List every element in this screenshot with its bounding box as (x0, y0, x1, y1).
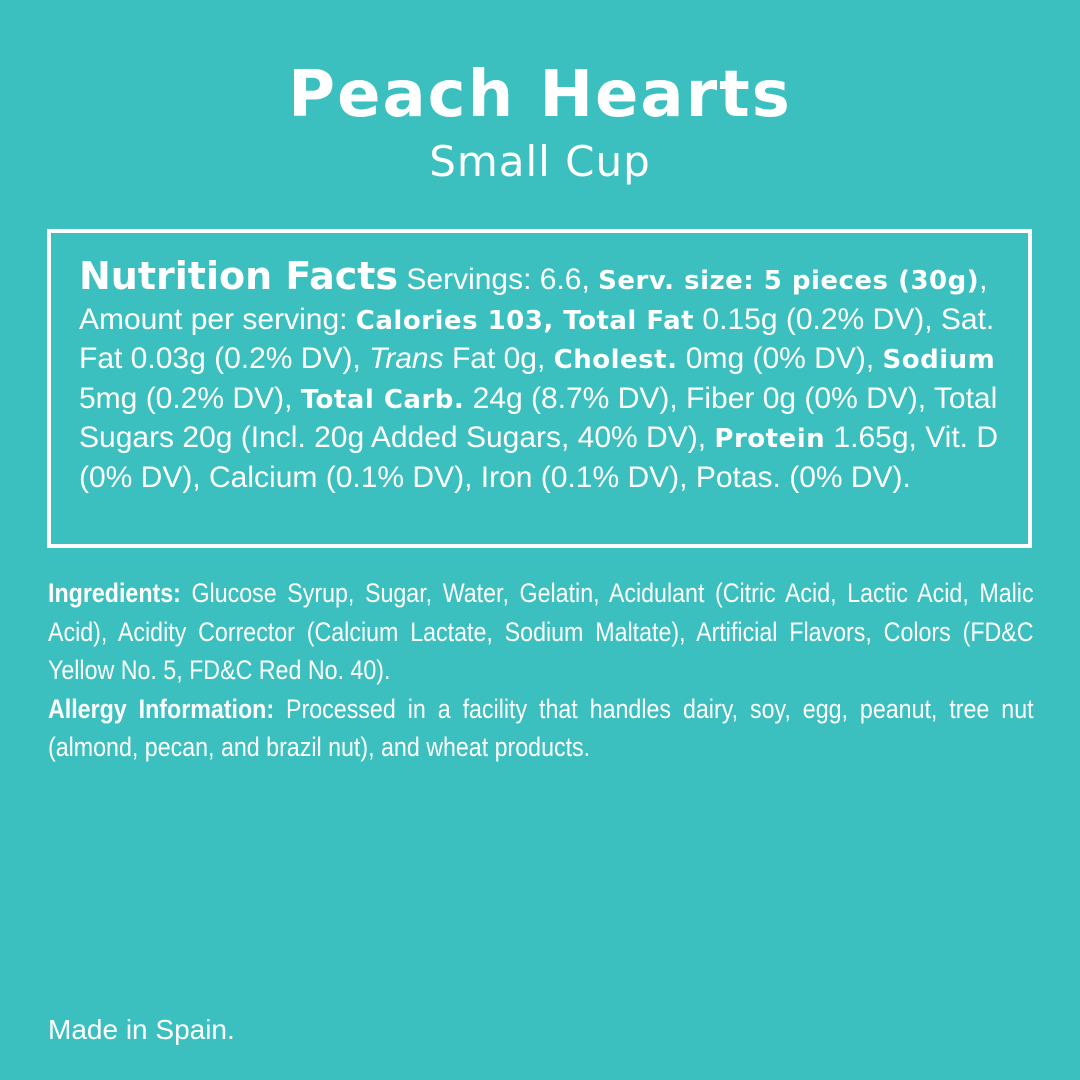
serving-size-label: Serv. size: 5 pieces (30g) (598, 266, 980, 296)
protein-label: Protein (714, 424, 826, 454)
amount-per-serving-text: , Amount per serving: (79, 263, 988, 336)
ingredients-label: Ingredients: (48, 578, 181, 608)
servings-text: Servings: 6.6, (398, 263, 599, 296)
allergy-label: Allergy Information: (48, 693, 275, 724)
product-size: Small Cup (429, 137, 651, 186)
allergy-text: Processed in a facility that handles dai… (48, 693, 1034, 763)
nutrition-facts-text: Nutrition Facts Servings: 6.6, Serv. siz… (79, 257, 1019, 497)
total-carb-label: Total Carb. (300, 384, 465, 415)
protein-value: 1.65g, Vit. D (0% DV), Calcium (0.1% DV)… (79, 421, 999, 494)
calories-label: Calories 103, Total Fat (355, 305, 695, 336)
sodium-value: 5mg (0.2% DV), (79, 381, 301, 415)
nutrition-facts-heading: Nutrition Facts (79, 254, 399, 298)
product-title: Peach Hearts (288, 58, 792, 132)
total-fat-value: 0.15g (0.2% DV), Sat. Fat 0.03g (0.2% DV… (79, 302, 995, 376)
country-of-origin: Made in Spain. (48, 1014, 235, 1045)
trans-fat-value: Fat 0g, (443, 342, 554, 375)
trans-label: Trans (369, 342, 444, 375)
ingredients-section: Ingredients: Glucose Syrup, Sugar, Water… (48, 574, 1034, 767)
total-carb-value: 24g (8.7% DV), Fiber 0g (0% DV), Total S… (79, 381, 998, 455)
cholesterol-label: Cholest. (553, 345, 678, 375)
ingredients-text: Glucose Syrup, Sugar, Water, Gelatin, Ac… (48, 578, 1034, 685)
sodium-label: Sodium (882, 345, 996, 375)
cholesterol-value: 0mg (0% DV), (677, 342, 883, 375)
nutrition-facts-box: Nutrition Facts Servings: 6.6, Serv. siz… (47, 229, 1032, 548)
